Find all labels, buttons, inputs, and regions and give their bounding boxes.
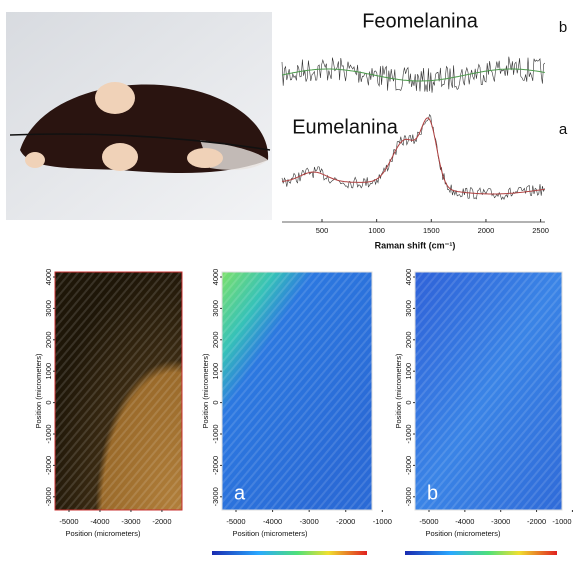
x-tick-label: -5000 <box>59 517 78 526</box>
feather-photo <box>6 12 272 220</box>
spectrum-trace <box>281 113 546 201</box>
x-tick-label: -4000 <box>263 517 282 526</box>
x-tick-label: 1000 <box>368 226 385 235</box>
y-tick-label: -3000 <box>44 487 53 506</box>
map-frame <box>54 271 183 511</box>
x-tick-label: 1500 <box>423 226 440 235</box>
y-tick-label: -1000 <box>404 424 413 443</box>
x-tick-label: -3000 <box>491 517 510 526</box>
y-tick-label: 0 <box>404 401 413 405</box>
x-tick-label: 500 <box>316 226 329 235</box>
y-axis-label: Position (micrometers) <box>201 353 210 429</box>
x-tick-label: -2000 <box>336 517 355 526</box>
colorbar <box>212 551 367 555</box>
spectrum-fit <box>281 68 545 82</box>
y-tick-label: 4000 <box>211 269 220 286</box>
x-axis-label: Position (micrometers) <box>232 529 308 538</box>
y-tick-label: -3000 <box>404 487 413 506</box>
x-tick-label: -4000 <box>455 517 474 526</box>
y-axis-label: Position (micrometers) <box>34 353 43 429</box>
x-axis-label: Position (micrometers) <box>65 529 141 538</box>
spectrum-label: Eumelanina <box>292 116 399 138</box>
x-tick-label: -1000 <box>373 517 392 526</box>
x-axis-label: Position (micrometers) <box>425 529 501 538</box>
x-axis-label: Raman shift (cm⁻¹) <box>375 240 456 250</box>
x-tick-label: 2500 <box>532 226 549 235</box>
y-tick-label: 2000 <box>44 331 53 348</box>
y-tick-label: 2000 <box>211 331 220 348</box>
y-tick-label: 1000 <box>404 363 413 380</box>
y-tick-label: -2000 <box>211 456 220 475</box>
colorbar <box>405 551 557 555</box>
spectrum-fit <box>281 117 545 195</box>
spectrum-tag: b <box>559 19 567 36</box>
x-tick-label: -3000 <box>121 517 140 526</box>
x-tick-label: -2000 <box>527 517 546 526</box>
x-tick-label: 2000 <box>478 226 495 235</box>
y-tick-label: 3000 <box>211 300 220 317</box>
map-frame <box>414 271 563 511</box>
y-tick-label: 4000 <box>44 269 53 286</box>
y-tick-label: -1000 <box>211 424 220 443</box>
map-texture <box>55 272 182 510</box>
y-tick-label: 3000 <box>404 300 413 317</box>
y-tick-label: -2000 <box>404 456 413 475</box>
spectrum-tag: a <box>559 121 568 138</box>
y-tick-label: 1000 <box>211 363 220 380</box>
y-axis-label: Position (micrometers) <box>394 353 403 429</box>
x-tick-label: -5000 <box>419 517 438 526</box>
y-tick-label: -3000 <box>211 487 220 506</box>
y-tick-label: -2000 <box>44 456 53 475</box>
map-frame <box>221 271 373 511</box>
x-tick-label: -1000 <box>552 517 571 526</box>
spectrum-label: Feomelanina <box>362 10 479 32</box>
y-tick-label: 1000 <box>44 363 53 380</box>
map-tag: a <box>234 482 246 504</box>
map-texture <box>222 272 372 510</box>
map-texture <box>415 272 562 510</box>
y-tick-label: 2000 <box>404 331 413 348</box>
spectra-panel: Feomelanina b Eumelanina a Raman shift (… <box>282 10 568 250</box>
x-tick-label: -2000 <box>152 517 171 526</box>
y-tick-label: 0 <box>44 401 53 405</box>
x-tick-label: -5000 <box>226 517 245 526</box>
x-tick-label: -4000 <box>90 517 109 526</box>
y-tick-label: 0 <box>211 401 220 405</box>
y-tick-label: 4000 <box>404 269 413 286</box>
y-tick-label: -1000 <box>44 424 53 443</box>
spectrum-trace <box>281 56 546 93</box>
map-tag: b <box>427 482 438 504</box>
x-tick-label: -3000 <box>300 517 319 526</box>
y-tick-label: 3000 <box>44 300 53 317</box>
